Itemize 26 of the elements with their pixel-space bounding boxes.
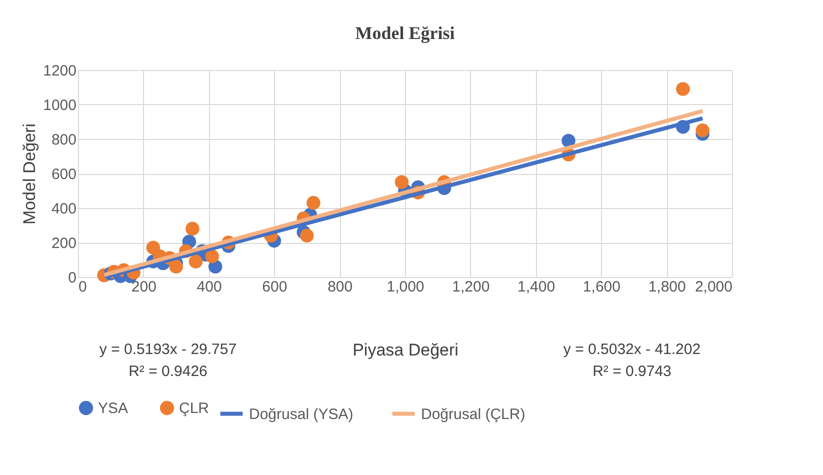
legend-label: YSA: [98, 400, 128, 417]
legend-label: ÇLR: [179, 400, 210, 417]
x-tick-label: 0: [78, 278, 87, 296]
chart-title: Model Eğrisi: [355, 23, 455, 43]
x-tick-label: 2,000: [694, 278, 732, 296]
x-tick-label: 600: [262, 278, 288, 296]
x-tick-label: 200: [131, 278, 156, 296]
x-axis-title: Piyasa Değeri: [352, 340, 458, 360]
text: y = 0.5032x - 41.202 R² = 0.9743: [563, 341, 701, 380]
legend-label: Doğrusal (ÇLR): [421, 406, 526, 423]
legend-label: Doğrusal (YSA): [249, 406, 354, 423]
x-tick-label: 800: [328, 278, 353, 296]
x-tick-label: 1,200: [452, 278, 490, 296]
y-tick-label: 800: [51, 132, 76, 148]
y-axis-title: Model Değeri: [20, 123, 40, 225]
y-tick-label: 200: [51, 235, 76, 252]
y-tick-label: 400: [51, 200, 76, 218]
x-tick-label: 1,400: [518, 278, 556, 296]
y-tick-label: 600: [51, 166, 76, 183]
y-tick-label: 1200: [43, 62, 76, 80]
x-tick-label: 1,000: [386, 278, 424, 296]
x-tick-label: 1,600: [582, 278, 620, 296]
y-tick-label: 1000: [43, 97, 76, 114]
x-tick-label: 400: [196, 278, 222, 296]
text: y = 0.5193x - 29.757 R² = 0.9426: [99, 341, 237, 380]
x-tick-label: 1,800: [648, 278, 686, 296]
